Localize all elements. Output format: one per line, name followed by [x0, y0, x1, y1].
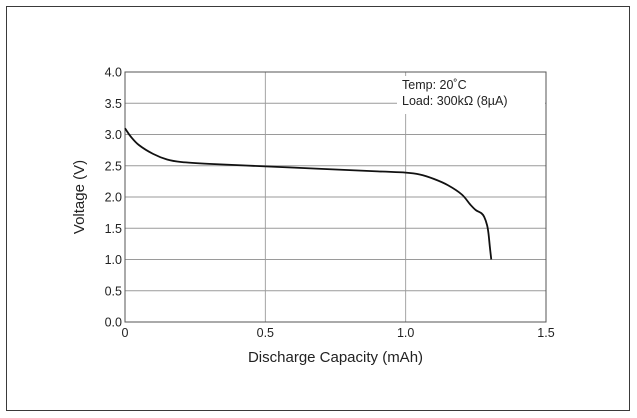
x-axis-label: Discharge Capacity (mAh)	[248, 349, 423, 366]
y-tick-label: 2.5	[105, 159, 122, 173]
chart-frame	[6, 6, 630, 411]
x-tick-label: 1.5	[537, 326, 554, 340]
y-tick-label: 0.5	[105, 284, 122, 298]
y-tick-labels: 0.0 0.5 1.0 1.5 2.0 2.5 3.0 3.5 4.0	[105, 66, 122, 330]
y-tick-label: 1.0	[105, 253, 122, 267]
x-tick-labels: 0 0.5 1.0 1.5	[122, 326, 555, 340]
y-tick-label: 3.5	[105, 97, 122, 111]
plot-area	[124, 71, 547, 323]
annotation-background	[397, 76, 545, 114]
y-axis-label: Voltage (V)	[71, 160, 88, 234]
y-tick-label: 3.0	[105, 128, 122, 142]
annotation-temperature: Temp: 20˚C	[402, 78, 467, 92]
x-tick-label: 1.0	[397, 326, 414, 340]
annotation-load: Load: 300kΩ (8µA)	[402, 94, 508, 108]
y-tick-label: 2.0	[105, 191, 122, 205]
discharge-curve	[124, 127, 493, 260]
y-tick-label: 1.5	[105, 222, 122, 236]
y-tick-label: 0.0	[105, 316, 122, 330]
x-tick-label: 0	[122, 326, 129, 340]
y-tick-label: 4.0	[105, 66, 122, 80]
x-tick-label: 0.5	[257, 326, 274, 340]
